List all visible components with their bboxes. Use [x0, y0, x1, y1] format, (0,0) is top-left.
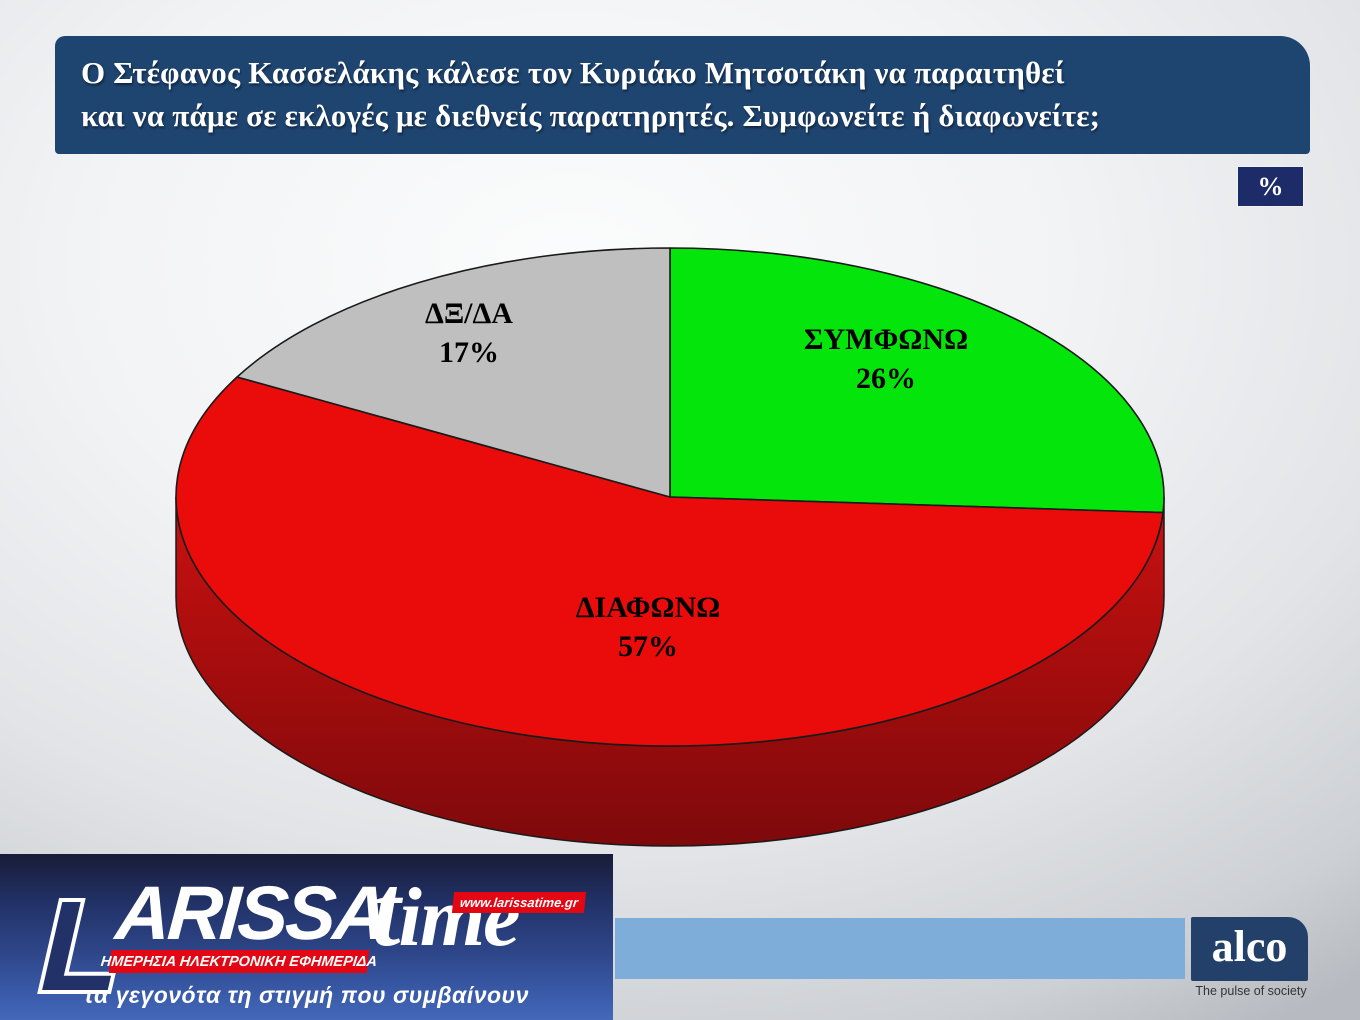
- pie-label-disagree-pct: 57%: [617, 630, 678, 663]
- pie-label-disagree: ΔΙΑΦΩΝΩ 57%: [576, 588, 721, 666]
- larissatime-logo: L ARISSA time www.larissatime.gr ΗΜΕΡΗΣΙ…: [0, 854, 613, 1020]
- pie-label-dontknow: ΔΞ/ΔΑ 17%: [425, 294, 513, 372]
- svg-text:L: L: [39, 875, 122, 1018]
- larissatime-tagline: τα γεγονότα τη στιγμή που συμβαίνουν: [84, 982, 529, 1008]
- pie-slice-1: [175, 376, 1164, 747]
- larissatime-subtitle-strip: ΗΜΕΡΗΣΙΑ ΗΛΕΚΤΡΟΝΙΚΗ ΕΦΗΜΕΡΙΔΑ: [100, 950, 378, 973]
- pie-slice-0: [669, 247, 1165, 514]
- larissatime-time-wordmark: time: [372, 855, 520, 968]
- pie-label-agree: ΣΥΜΦΩΝΩ 26%: [804, 320, 968, 398]
- alco-tagline: The pulse of society: [1195, 984, 1307, 998]
- pie-label-agree-pct: 26%: [856, 362, 916, 395]
- percent-unit-badge: %: [1238, 167, 1303, 206]
- pie-label-disagree-text: ΔΙΑΦΩΝΩ: [575, 591, 721, 624]
- question-line1: Ο Στέφανος Κασσελάκης κάλεσε τον Κυριάκο…: [81, 55, 1065, 90]
- pie-slice-2: [236, 247, 671, 498]
- question-banner: Ο Στέφανος Κασσελάκης κάλεσε τον Κυριάκο…: [55, 36, 1310, 154]
- pie-label-agree-text: ΣΥΜΦΩΝΩ: [803, 323, 969, 356]
- larissatime-wordmark: ARISSA: [113, 871, 389, 956]
- pie-label-dontknow-text: ΔΞ/ΔΑ: [425, 297, 513, 330]
- alco-logo: alco: [1191, 917, 1308, 981]
- footer-blue-band: [615, 918, 1185, 979]
- question-line2: και να πάμε σε εκλογές με διεθνείς παρατ…: [81, 98, 1101, 133]
- larissatime-url-badge: www.larissatime.gr: [451, 892, 587, 913]
- larissa-l-glyph: L: [35, 871, 126, 1020]
- alco-wordmark: alco: [1211, 922, 1288, 971]
- pie-label-dontknow-pct: 17%: [439, 336, 499, 369]
